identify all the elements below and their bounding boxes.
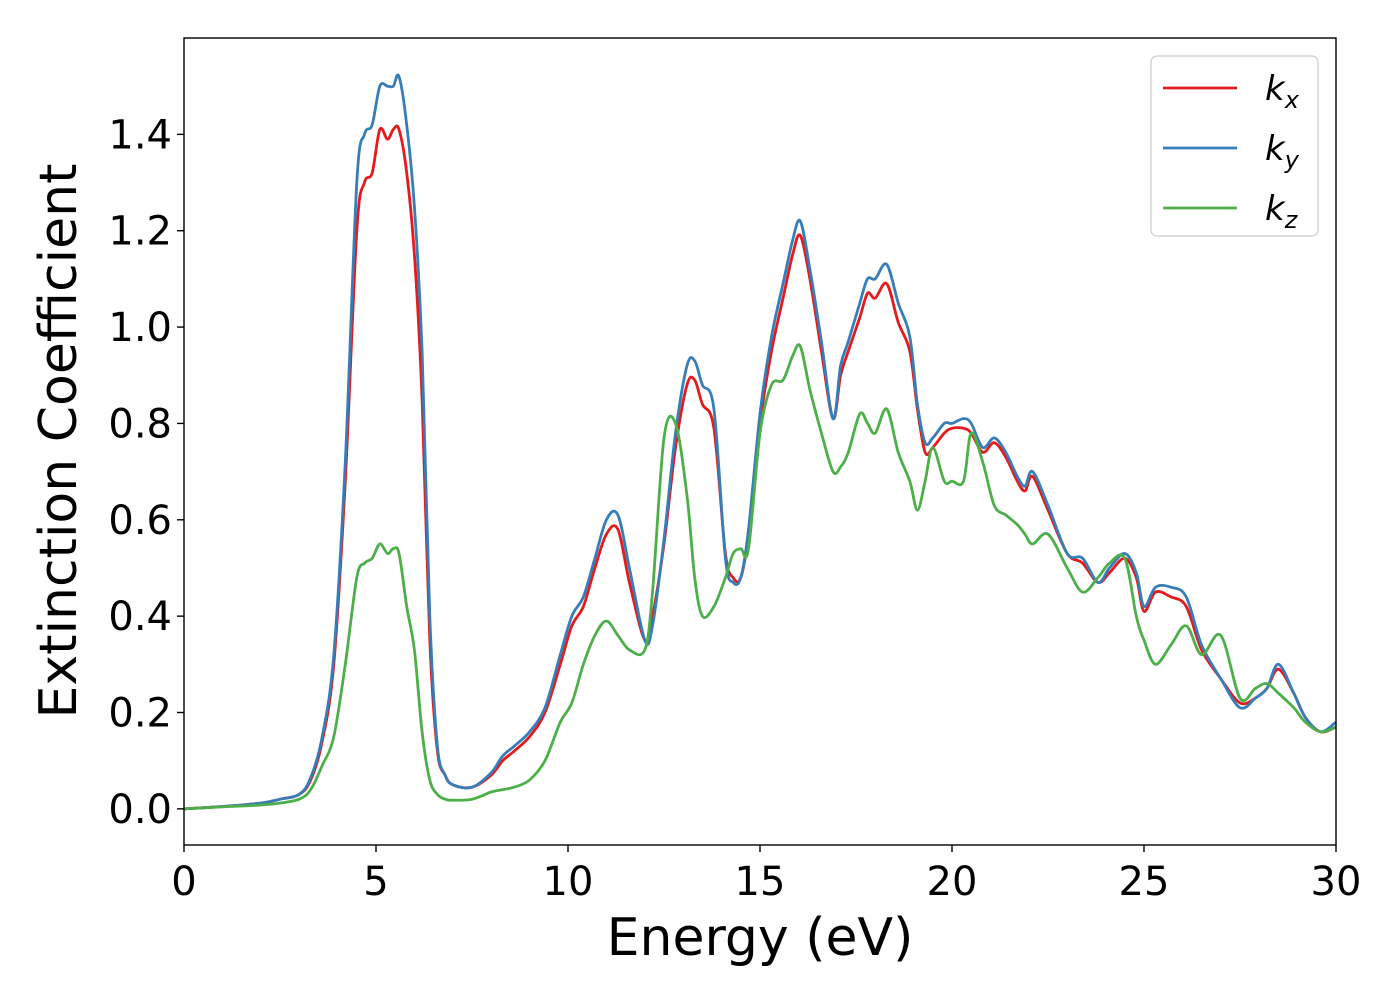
axis-ticks: 0 5 10 15 20 25 30 0.0 0.2 0.4 0.6 0.8 1.0 1.2 1.4 [108,112,1361,905]
x-tick-label: 25 [1119,859,1170,905]
y-tick-label: 0.8 [108,401,172,447]
legend-label-k-z: kz [1265,189,1299,234]
x-tick-label: 30 [1311,859,1362,905]
legend-box [1150,55,1319,237]
x-tick-label: 5 [363,859,388,905]
series-line-k-z [183,343,1337,811]
y-tick-label: 1.4 [108,112,172,158]
y-tick-label: 0.6 [108,498,172,544]
x-tick-label: 20 [927,859,978,905]
x-tick-label: 10 [543,859,594,905]
y-tick-label: 1.2 [108,209,172,255]
legend-label-k-x: kx [1265,69,1300,114]
y-tick-label: 0.2 [108,691,172,737]
y-tick-label: 0.4 [108,594,172,640]
legend-label-k-y: ky [1265,129,1300,174]
series-layer [183,73,1337,811]
legend: kx ky kz [1150,55,1319,237]
x-tick-label: 15 [735,859,786,905]
y-axis-title: Extinction Coefficient [29,164,89,719]
y-tick-label: 1.0 [108,305,172,351]
x-tick-label: 0 [171,859,196,905]
series-line-k-y [183,73,1337,811]
x-axis-title: Energy (eV) [607,908,914,968]
y-tick-label: 0.0 [108,787,172,833]
